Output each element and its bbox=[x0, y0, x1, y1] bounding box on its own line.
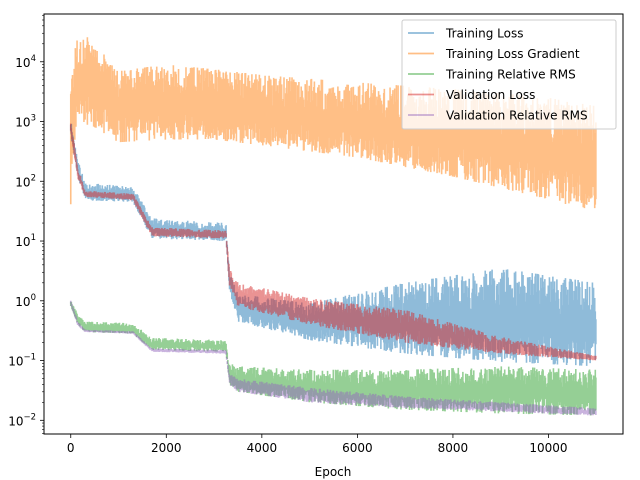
series-validation-relative-rms bbox=[69, 300, 597, 416]
legend-label: Validation Loss bbox=[446, 88, 535, 102]
x-tick-label: 6000 bbox=[342, 441, 373, 455]
x-tick-label: 0 bbox=[67, 441, 75, 455]
x-axis: 0 2000 4000 6000 8000 10000 bbox=[67, 434, 568, 455]
y-tick-base: 10 bbox=[15, 295, 30, 309]
axes-frame bbox=[43, 13, 624, 435]
legend-box bbox=[401, 19, 617, 130]
y-tick-base: 10 bbox=[15, 235, 30, 249]
x-axis-label: Epoch bbox=[315, 465, 352, 479]
x-tick-label: 4000 bbox=[247, 441, 278, 455]
y-tick-exponent: 2 bbox=[31, 173, 36, 183]
y-tick-exponent: −1 bbox=[23, 353, 36, 363]
y-tick-label: 104 bbox=[15, 54, 36, 70]
legend-label: Training Relative RMS bbox=[445, 68, 576, 82]
series-line bbox=[69, 123, 597, 361]
y-tick-exponent: 4 bbox=[31, 54, 36, 64]
y-tick-label: 10−1 bbox=[8, 353, 36, 369]
legend-entry: Training Relative RMS bbox=[408, 68, 576, 82]
y-tick-base: 10 bbox=[15, 116, 30, 130]
x-tick-label: 2000 bbox=[151, 441, 182, 455]
x-tick-label: 8000 bbox=[438, 441, 469, 455]
legend: Training Loss Training Loss Gradient Train… bbox=[401, 19, 617, 130]
y-tick-base: 10 bbox=[8, 355, 23, 369]
y-tick-label: 100 bbox=[15, 293, 36, 309]
legend-entry: Validation Loss bbox=[408, 88, 535, 102]
y-tick-exponent: 1 bbox=[31, 233, 36, 243]
legend-label: Validation Relative RMS bbox=[446, 109, 588, 123]
series-validation-loss bbox=[69, 123, 597, 361]
legend-label: Training Loss bbox=[445, 27, 523, 41]
y-tick-base: 10 bbox=[15, 175, 30, 189]
y-tick-label: 10−2 bbox=[8, 412, 36, 428]
y-tick-label: 101 bbox=[15, 233, 36, 249]
legend-entry: Validation Relative RMS bbox=[408, 109, 588, 123]
series-line bbox=[69, 300, 597, 416]
legend-entry: Training Loss Gradient bbox=[408, 47, 580, 61]
y-tick-exponent: 0 bbox=[31, 293, 36, 303]
y-tick-label: 103 bbox=[15, 114, 36, 130]
x-tick-label: 10000 bbox=[529, 441, 567, 455]
y-tick-base: 10 bbox=[8, 414, 23, 428]
legend-entry: Training Loss bbox=[408, 27, 523, 41]
y-tick-base: 10 bbox=[15, 56, 30, 70]
y-tick-exponent: 3 bbox=[31, 114, 36, 124]
legend-label: Training Loss Gradient bbox=[445, 47, 580, 61]
y-tick-exponent: −2 bbox=[23, 412, 36, 422]
y-tick-label: 102 bbox=[15, 173, 36, 189]
